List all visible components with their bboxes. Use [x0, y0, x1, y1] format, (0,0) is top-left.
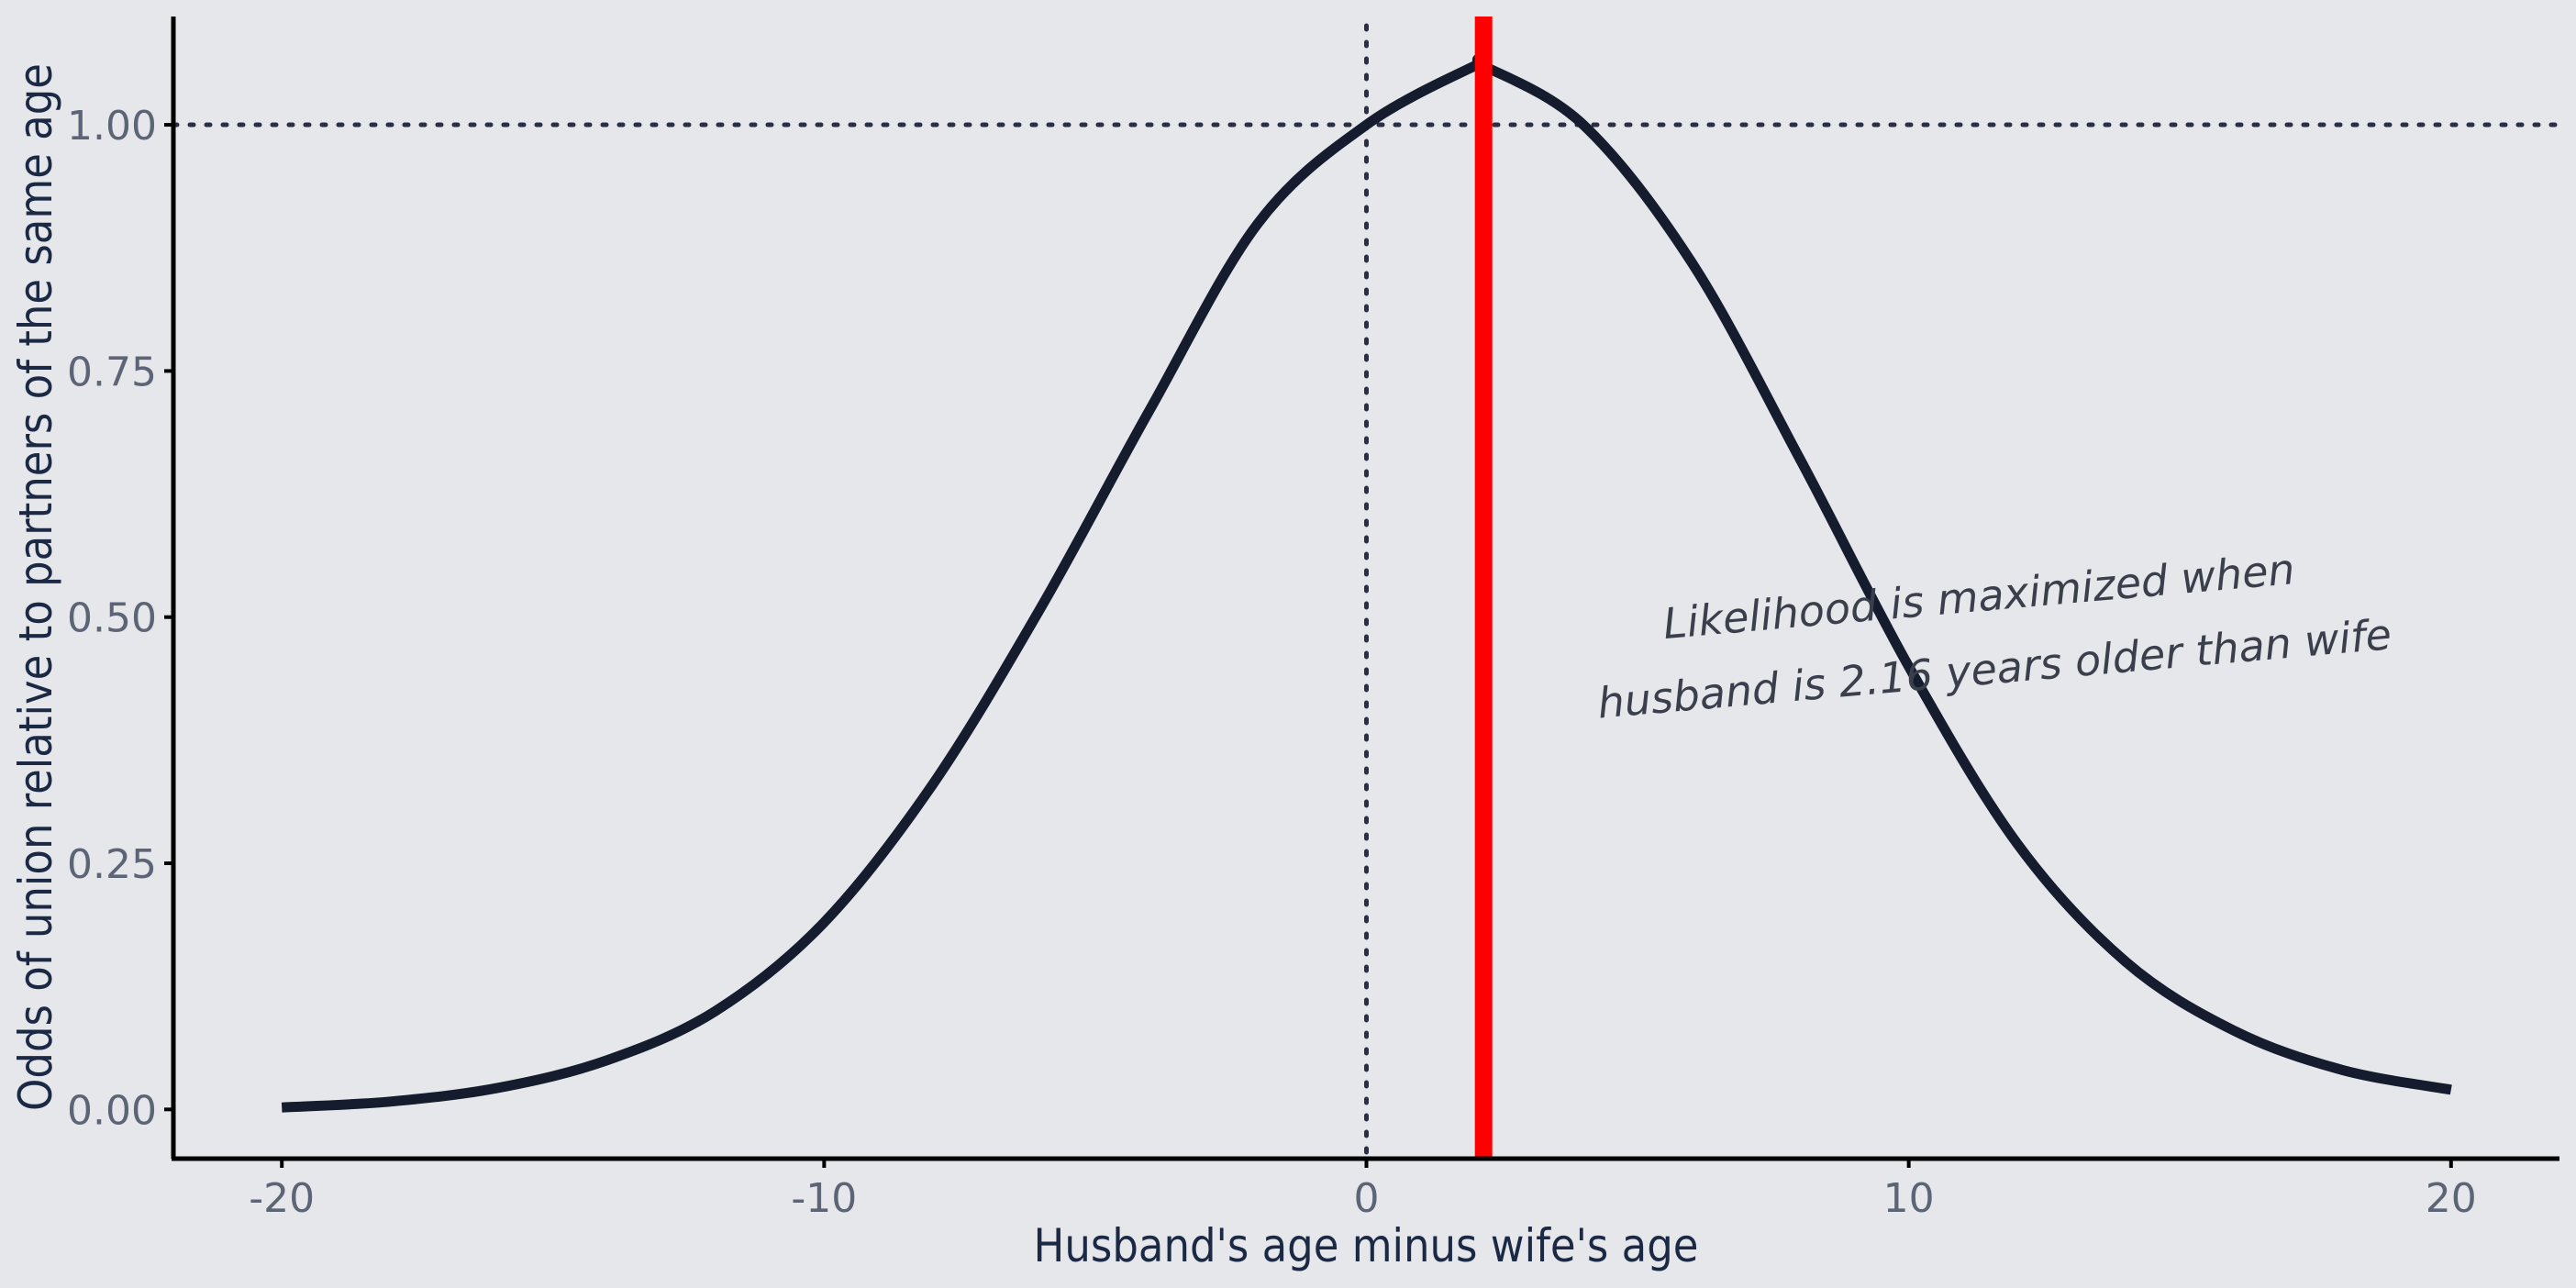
x-tick-label: -10: [791, 1175, 857, 1222]
x-axis-title: Husband's age minus wife's age: [1034, 1219, 1699, 1272]
y-tick-label: 0.75: [67, 349, 157, 395]
y-tick-label: 0.00: [67, 1087, 157, 1134]
y-axis-title: Odds of union relative to partners of th…: [9, 63, 62, 1111]
series-line: [281, 53, 2452, 1113]
axes: [164, 17, 2559, 1168]
tick-labels: -20 -10 0 10 20 0.00 0.25 0.50 0.75 1.00: [67, 103, 2477, 1222]
y-tick-label: 0.50: [67, 595, 157, 642]
x-tick-label: 20: [2426, 1175, 2477, 1222]
x-tick-label: 0: [1354, 1175, 1380, 1222]
annotation: Likelihood is maximized when husband is …: [1595, 544, 2393, 728]
series-layer: [281, 53, 2452, 1113]
y-tick-label: 0.25: [67, 841, 157, 888]
x-tick-label: 10: [1883, 1175, 1935, 1222]
y-tick-label: 1.00: [67, 103, 157, 150]
x-tick-label: -20: [249, 1175, 315, 1222]
